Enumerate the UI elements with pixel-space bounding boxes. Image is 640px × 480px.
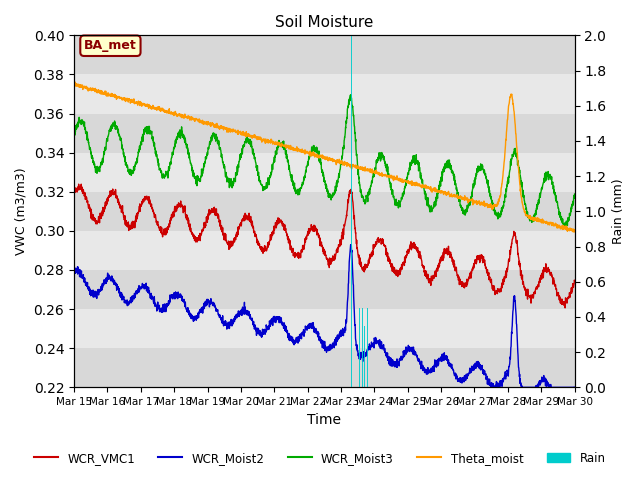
- Legend: WCR_VMC1, WCR_Moist2, WCR_Moist3, Theta_moist, Rain: WCR_VMC1, WCR_Moist2, WCR_Moist3, Theta_…: [29, 447, 611, 469]
- Bar: [74, 231, 575, 270]
- X-axis label: Time: Time: [307, 413, 341, 427]
- Text: BA_met: BA_met: [84, 39, 137, 52]
- Y-axis label: VWC (m3/m3): VWC (m3/m3): [15, 168, 28, 255]
- Bar: [74, 348, 575, 387]
- Title: Soil Moisture: Soil Moisture: [275, 15, 374, 30]
- Bar: [74, 74, 575, 114]
- Bar: [74, 270, 575, 309]
- Bar: [74, 36, 575, 74]
- Bar: [74, 309, 575, 348]
- Bar: [74, 192, 575, 231]
- Bar: [74, 114, 575, 153]
- Y-axis label: Rain (mm): Rain (mm): [612, 179, 625, 244]
- Bar: [74, 153, 575, 192]
